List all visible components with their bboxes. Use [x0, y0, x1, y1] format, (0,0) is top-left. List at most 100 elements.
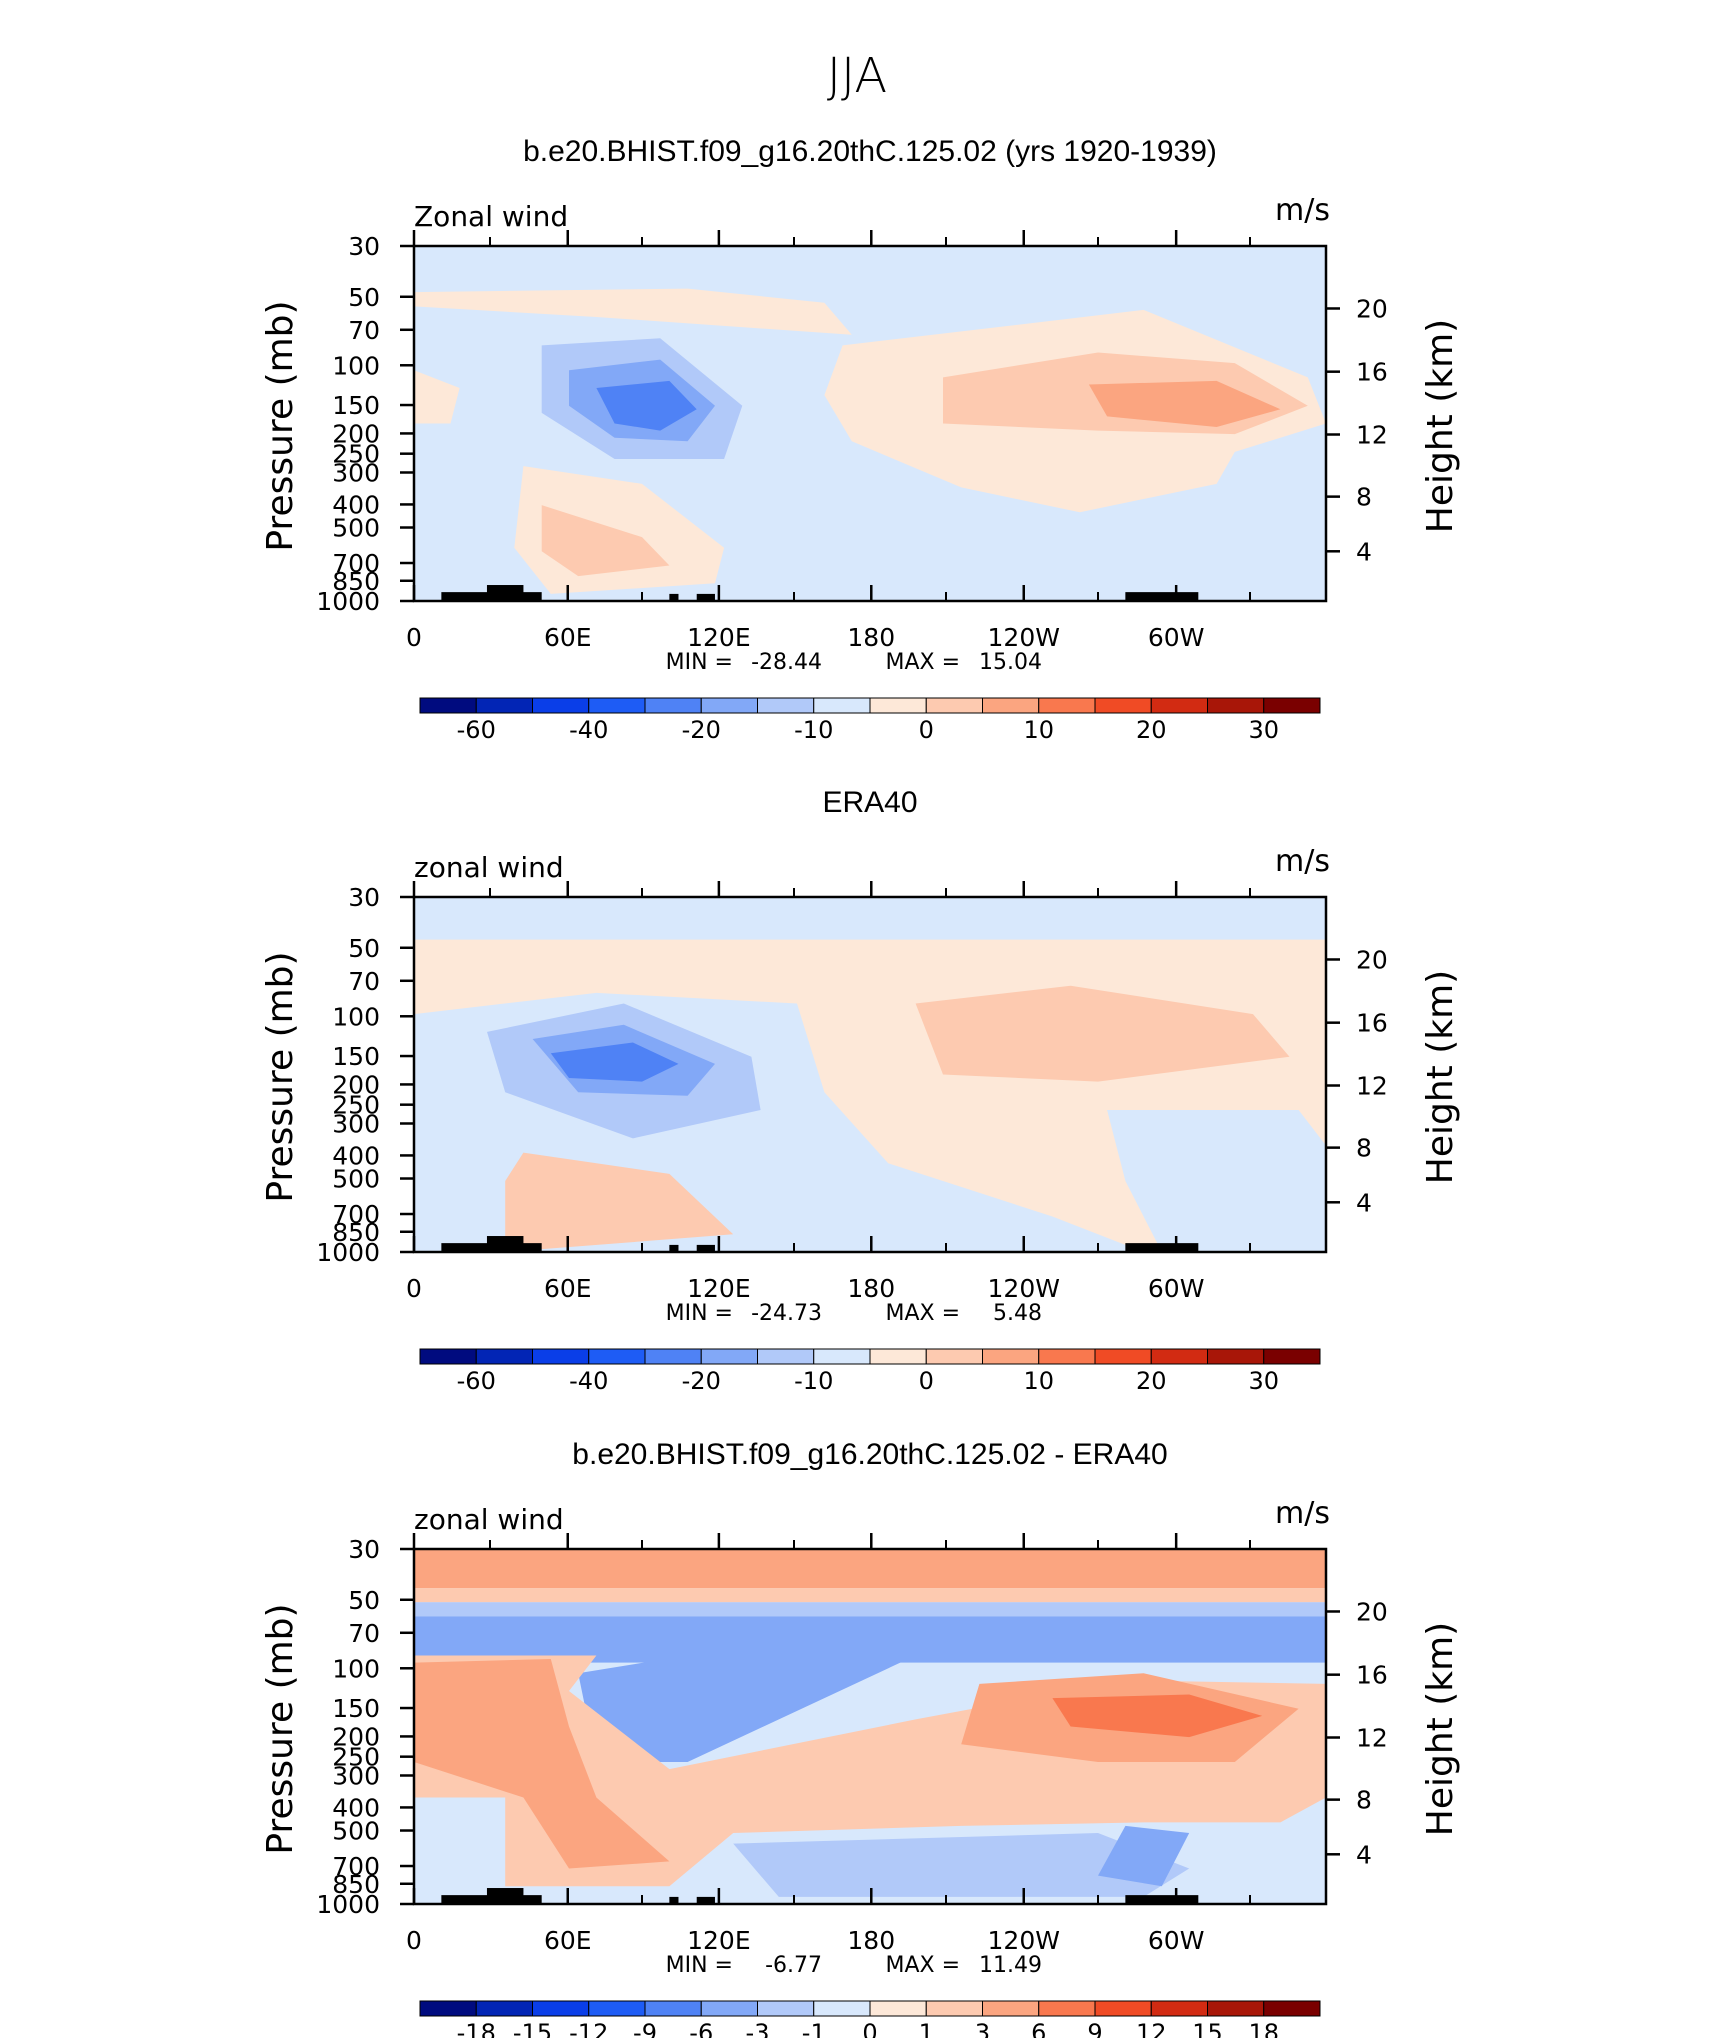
y-tick-label: 400 — [332, 490, 380, 519]
min-label: MIN = — [666, 1301, 733, 1326]
y-tick-label: 100 — [332, 351, 380, 380]
y-tick-label: 30 — [348, 883, 380, 912]
max-value: 11.49 — [979, 1953, 1042, 1978]
colorbar-label: 0 — [862, 2019, 877, 2038]
colorbar-swatch — [1038, 1348, 1096, 1365]
figure-title: JJA — [827, 48, 887, 104]
colorbar-swatch — [925, 697, 983, 714]
colorbar-label: 12 — [1136, 2019, 1167, 2038]
colorbar-label: -6 — [689, 2019, 713, 2038]
colorbar-swatch — [1150, 2000, 1208, 2017]
colorbar-label: 10 — [1023, 1367, 1054, 1395]
field-negative-top — [414, 897, 1326, 940]
y-axis-title: Pressure (mb) — [260, 951, 301, 1202]
colorbar-label: -60 — [457, 1367, 496, 1395]
colorbar-swatch — [1263, 697, 1321, 714]
colorbar: -18 -15 -12 -9 -6 -3 -1 0 1 3 6 9 12 15 18 — [419, 2000, 1321, 2038]
colorbar-swatch — [588, 1348, 646, 1365]
colorbar-label: 3 — [975, 2019, 990, 2038]
y-tick-label: 50 — [348, 1586, 380, 1615]
topography — [486, 1888, 524, 1905]
colorbar-swatch — [1263, 1348, 1321, 1365]
y-tick-label: 200 — [332, 1722, 380, 1751]
y-tick-label: 700 — [332, 1200, 380, 1229]
field-negative-lower — [733, 1833, 1190, 1897]
colorbar-label: -10 — [794, 1367, 833, 1395]
topography — [669, 1896, 679, 1905]
x-tick-label: 120E — [687, 623, 751, 652]
colorbar-swatch — [982, 1348, 1040, 1365]
colorbar-swatch — [813, 1348, 871, 1365]
topography — [1125, 1243, 1199, 1253]
panel-title: b.e20.BHIST.f09_g16.20thC.125.02 (yrs 19… — [523, 135, 1217, 168]
colorbar-swatch — [1094, 1348, 1152, 1365]
units-label: m/s — [1275, 1496, 1330, 1531]
y-tick-label: 1000 — [316, 1890, 380, 1919]
topography — [696, 1896, 715, 1905]
panel-title: ERA40 — [822, 786, 917, 819]
colorbar-label: 30 — [1248, 716, 1279, 744]
field-jet-core — [1052, 1694, 1263, 1738]
y-tick-label: 100 — [332, 1002, 380, 1031]
colorbar-swatch — [925, 2000, 983, 2017]
colorbar-swatch — [982, 697, 1040, 714]
x-tick-label: 0 — [406, 1926, 422, 1955]
colorbar-swatch — [644, 1348, 702, 1365]
colorbar-swatch — [700, 1348, 758, 1365]
colorbar-label: -3 — [746, 2019, 770, 2038]
y-tick-label: 150 — [332, 391, 380, 420]
height-tick-label: 12 — [1356, 1072, 1388, 1101]
colorbar-swatch — [588, 697, 646, 714]
x-tick-label: 180 — [847, 1274, 895, 1303]
height-tick-label: 16 — [1356, 358, 1388, 387]
height-tick-label: 8 — [1356, 1134, 1372, 1163]
colorbar-swatch — [1038, 697, 1096, 714]
y-tick-label: 70 — [348, 1619, 380, 1648]
y-tick-label: 200 — [332, 419, 380, 448]
variable-label: zonal wind — [414, 851, 564, 884]
y-tick-label: 400 — [332, 1793, 380, 1822]
colorbar-swatch — [588, 2000, 646, 2017]
min-label: MIN = — [666, 1953, 733, 1978]
y-tick-label: 250 — [332, 440, 380, 469]
x-tick-label: 120E — [687, 1274, 751, 1303]
colorbar-swatch — [1263, 2000, 1321, 2017]
colorbar-swatch — [1207, 1348, 1265, 1365]
field-positive-jet — [915, 985, 1290, 1082]
max-label: MAX = — [885, 1301, 960, 1326]
y-tick-label: 30 — [348, 1535, 380, 1564]
colorbar-label: -10 — [794, 716, 833, 744]
height-tick-label: 4 — [1356, 1188, 1372, 1217]
field-jet-core — [1088, 380, 1281, 428]
contour-field — [414, 246, 1326, 602]
colorbar: -60 -40 -20 -10 0 10 20 30 — [419, 1348, 1321, 1395]
topography — [669, 593, 679, 602]
topography — [486, 585, 524, 602]
x-tick-label: 60E — [544, 1274, 592, 1303]
colorbar-label: 20 — [1136, 1367, 1167, 1395]
colorbar-swatch — [700, 697, 758, 714]
colorbar-swatch — [700, 2000, 758, 2017]
colorbar-swatch — [757, 2000, 815, 2017]
field-positive-top-edge — [414, 1588, 1326, 1603]
y-axis-title: Pressure (mb) — [260, 1603, 301, 1854]
colorbar-swatch — [644, 2000, 702, 2017]
y-tick-label: 500 — [332, 514, 380, 543]
x-tick-label: 180 — [847, 623, 895, 652]
field-positive-top — [414, 1549, 1326, 1589]
max-label: MAX = — [885, 1953, 960, 1978]
x-tick-label: 120E — [687, 1926, 751, 1955]
colorbar-label: 20 — [1136, 716, 1167, 744]
colorbar-swatch — [475, 1348, 533, 1365]
x-tick-label: 60W — [1148, 623, 1205, 652]
y-tick-label: 150 — [332, 1694, 380, 1723]
colorbar: -60 -40 -20 -10 0 10 20 30 — [419, 697, 1321, 744]
colorbar-swatch — [813, 697, 871, 714]
colorbar-swatch — [644, 697, 702, 714]
height-tick-label: 4 — [1356, 1840, 1372, 1869]
colorbar-swatch — [419, 2000, 477, 2017]
y-tick-label: 500 — [332, 1817, 380, 1846]
colorbar-label: -9 — [633, 2019, 657, 2038]
colorbar-swatch — [869, 2000, 927, 2017]
